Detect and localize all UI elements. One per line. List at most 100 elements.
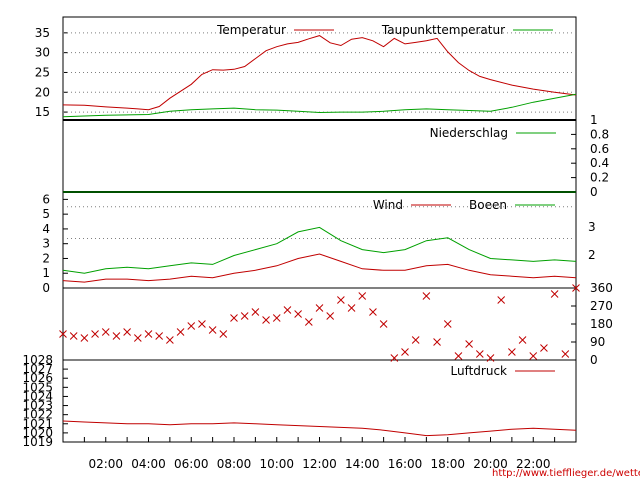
precip-y-tick-label: 1: [590, 113, 598, 127]
wind-direction-point: [326, 312, 335, 320]
wind-direction-point: [422, 292, 431, 300]
wind-direction-point: [283, 306, 292, 314]
source-url[interactable]: http://www.tiefflieger.de/wetter/: [492, 468, 640, 479]
dir-y-tick-label: 0: [590, 353, 598, 367]
wind-direction-point: [443, 320, 452, 328]
wind-direction-point: [401, 348, 409, 356]
wind-direction-point: [251, 308, 260, 316]
wind-direction-point: [69, 332, 78, 340]
pressure-series-0: [62, 420, 577, 437]
legend-wind-label: Wind: [373, 198, 403, 212]
precip-y-tick-label: 0.8: [590, 127, 609, 141]
wind-direction-point: [240, 312, 249, 320]
wind-direction-point: [561, 350, 570, 358]
x-tick-label: 02:00: [88, 457, 123, 471]
wind-direction-point: [59, 330, 67, 338]
wind-direction-point: [166, 336, 174, 344]
x-tick-label: 22:00: [516, 457, 551, 471]
panel-frame-3: [62, 287, 577, 361]
wind-direction-point: [486, 354, 495, 362]
wind-direction-point: [112, 332, 121, 340]
wind-direction-point: [315, 304, 324, 312]
wind-right-tick-label: 2: [588, 248, 596, 262]
wind-direction-point: [176, 328, 185, 336]
dir-y-tick-label: 360: [590, 281, 613, 295]
temp-y-tick-label: 30: [35, 46, 50, 60]
wind-direction-point: [272, 314, 281, 322]
wind-direction-point: [347, 304, 356, 312]
wind-direction-point: [465, 340, 473, 348]
pressure-y-tick-label: 1021: [22, 417, 53, 431]
wind-y-tick-label: 1: [42, 266, 50, 280]
wind-direction-point: [369, 308, 377, 316]
wind-direction-point: [262, 316, 270, 324]
wind-direction-point: [497, 296, 506, 304]
wind-direction-point: [572, 284, 580, 292]
axis-labels: 02:00 04:00 06:00 08:00 10:00 12:00 14:00 16:00…: [22, 23, 612, 471]
wind-series-1: [62, 253, 577, 283]
legend-boeen-label: Boeen: [469, 198, 507, 212]
wind-direction-point: [390, 354, 399, 362]
data-series: [59, 29, 580, 437]
wind-direction-point: [198, 320, 206, 328]
precip-y-tick-label: 0.4: [590, 156, 609, 170]
temp-y-tick-label: 25: [35, 65, 50, 79]
wind-direction-point: [379, 320, 388, 328]
pressure-y-tick-label: 1027: [22, 362, 53, 376]
wind-direction-point: [337, 296, 345, 304]
legend-temperatur-label: Temperatur: [216, 23, 286, 37]
wind-direction-point: [358, 292, 367, 300]
pressure-y-tick-label: 1023: [22, 399, 53, 413]
pressure-y-tick-label: 1024: [22, 389, 53, 403]
pressure-y-tick-label: 1022: [22, 408, 53, 422]
wind-direction-point: [80, 334, 89, 342]
temp-y-tick-label: 15: [35, 105, 50, 119]
precip-y-tick-label: 0.2: [590, 171, 609, 185]
x-tick-label: 04:00: [131, 457, 166, 471]
precip-y-tick-label: 0.6: [590, 142, 609, 156]
precip-y-tick-label: 0: [590, 185, 598, 199]
wind-direction-point: [540, 344, 548, 352]
wind-direction-point: [208, 326, 217, 334]
wind-y-tick-label: 3: [42, 237, 50, 251]
x-tick-label: 18:00: [430, 457, 465, 471]
wind-direction-point: [91, 330, 99, 338]
x-tick-label: 10:00: [259, 457, 294, 471]
wind-y-tick-label: 4: [42, 222, 50, 236]
pressure-y-tick-label: 1026: [22, 371, 53, 385]
wind-y-tick-label: 6: [42, 192, 50, 206]
pressure-y-tick-label: 1028: [22, 353, 53, 367]
wind-y-tick-label: 0: [42, 281, 50, 295]
x-tick-label: 14:00: [345, 457, 380, 471]
wind-direction-point: [144, 330, 153, 338]
temp-series-1: [62, 93, 577, 118]
wind-direction-point: [219, 330, 228, 338]
dir-y-tick-label: 180: [590, 317, 613, 331]
temp-y-tick-label: 20: [35, 85, 50, 99]
wind-direction-point: [294, 310, 302, 318]
wind-direction-point: [155, 332, 164, 340]
x-tick-label: 12:00: [302, 457, 337, 471]
wind-direction-point: [230, 314, 238, 322]
pressure-y-tick-label: 1020: [22, 426, 53, 440]
pressure-y-tick-label: 1025: [22, 380, 53, 394]
dir-y-tick-label: 270: [590, 299, 613, 313]
wind-series-0: [62, 226, 577, 274]
wind-direction-point: [101, 328, 110, 336]
wind-direction-point: [433, 338, 441, 346]
wind-direction-point: [123, 328, 131, 336]
legend-taupunkt-label: Taupunkttemperatur: [381, 23, 505, 37]
x-tick-label: 08:00: [217, 457, 252, 471]
wind-direction-point: [454, 352, 463, 360]
x-tick-label: 16:00: [388, 457, 423, 471]
pressure-y-tick-label: 1019: [22, 435, 53, 449]
wind-direction-point: [411, 336, 420, 344]
wind-y-tick-label: 5: [42, 207, 50, 221]
wind-direction-point: [529, 352, 538, 360]
wind-direction-point: [133, 334, 142, 342]
dir-y-tick-label: 90: [590, 335, 605, 349]
panel-frames: [62, 16, 577, 443]
legend-niederschlag-label: Niederschlag: [430, 126, 508, 140]
wind-direction-point: [304, 318, 313, 326]
